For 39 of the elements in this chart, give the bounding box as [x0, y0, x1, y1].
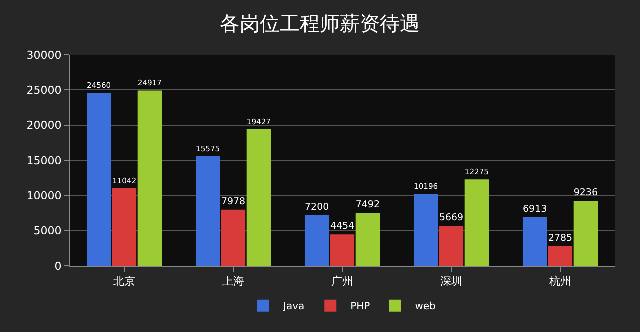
bar [304, 215, 330, 266]
data-label: 9236 [574, 187, 598, 198]
data-label: 6913 [523, 204, 548, 215]
bar [548, 246, 573, 266]
data-label: 5669 [439, 212, 464, 224]
bar [574, 201, 598, 266]
bar [221, 210, 246, 266]
y-tick-label: 5000 [34, 224, 62, 238]
bar [464, 180, 490, 266]
x-tick-label: 杭州 [548, 275, 572, 288]
bar [86, 93, 112, 266]
y-tick-label: 25000 [26, 84, 62, 98]
x-tick-label: 深圳 [440, 275, 462, 288]
data-label: 7492 [356, 200, 380, 211]
bar [330, 234, 355, 266]
data-label: 2785 [548, 232, 573, 244]
legend-label: Java [282, 302, 305, 313]
y-tick-label: 0 [54, 260, 62, 273]
bar [522, 217, 548, 266]
data-label: 7978 [221, 196, 246, 208]
data-label: 4454 [330, 221, 355, 232]
x-tick-label: 北京 [114, 275, 136, 288]
data-label: 7200 [305, 202, 330, 213]
y-tick-label: 30000 [26, 48, 62, 62]
bar [112, 188, 137, 266]
bar [414, 194, 438, 266]
y-tick-label: 15000 [26, 154, 62, 168]
y-tick-label: 10000 [26, 190, 62, 203]
y-tick-label: 20000 [26, 119, 62, 132]
legend-label: PHP [350, 302, 370, 313]
bar [196, 156, 220, 266]
bar [246, 129, 272, 266]
legend-label: web [415, 302, 436, 313]
x-tick-label: 上海 [222, 275, 244, 288]
bar [356, 213, 380, 266]
bar [439, 226, 464, 266]
chart-title: 各岗位工程师薪资待遇 [220, 12, 420, 36]
bar [138, 90, 162, 266]
x-tick-label: 广州 [332, 275, 354, 288]
